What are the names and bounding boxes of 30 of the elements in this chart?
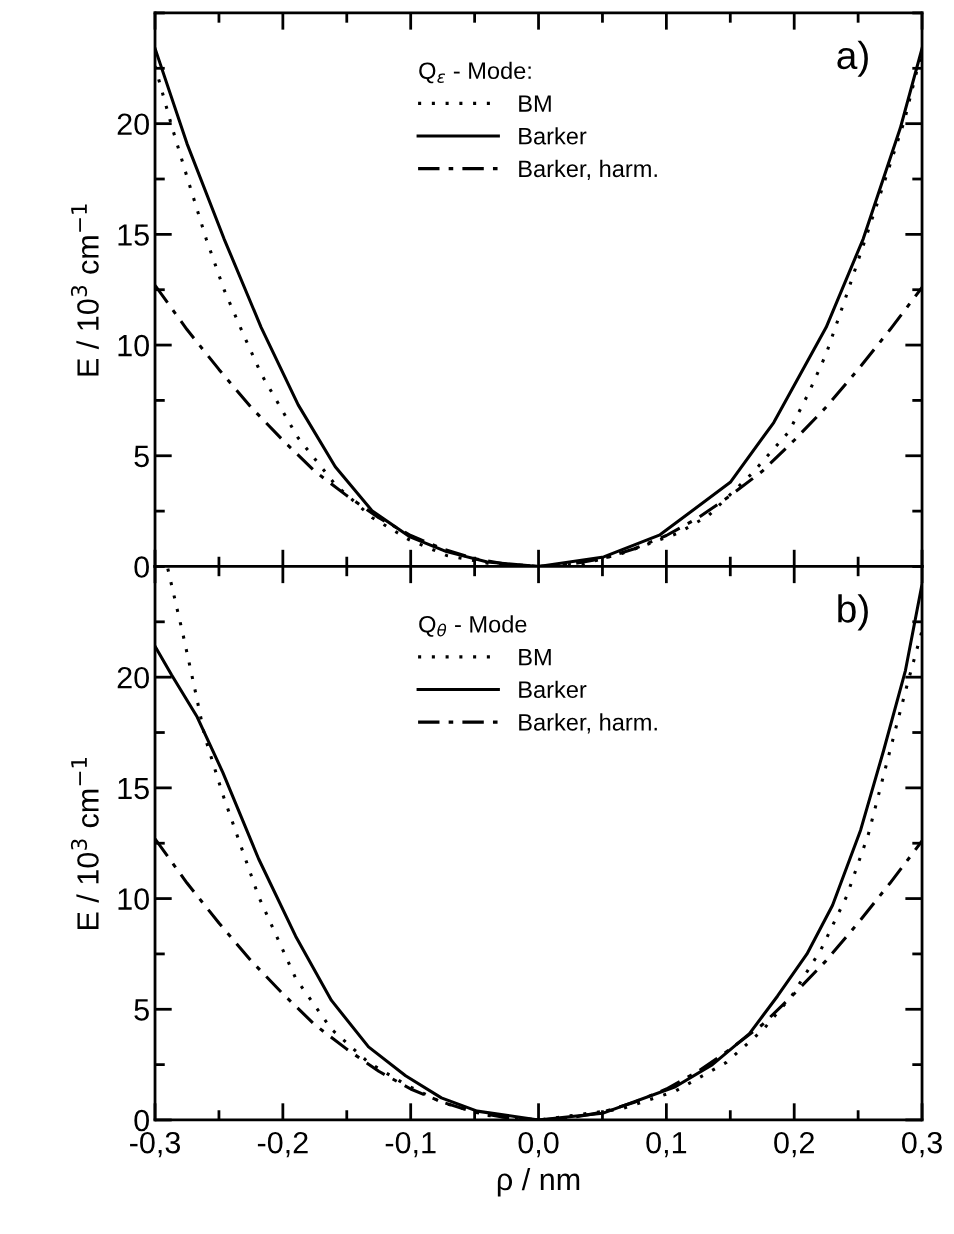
annotation: b) [838,594,868,631]
y-tick-label: 20 [117,113,149,136]
legend-label: BM [519,648,551,666]
x-tick-label: 0,0 [518,1131,559,1158]
x-axis-title: ρ / nm [497,1167,580,1197]
y-tick-label: 15 [118,224,149,246]
x-tick-label: -0,3 [130,1131,181,1158]
y-tick-label: 15 [118,777,149,800]
legend-label: Barker [519,680,587,699]
legend-title: Q$_{θ}$ - Mode [419,615,527,637]
y-axis-title: E / 10$^{3}$ cm$^{−1}$ [70,204,99,376]
y-axis-title: E / 10$^{3}$ cm$^{−1}$ [70,757,99,930]
legend-title: Q$_{ε}$ - Mode: [419,61,531,84]
x-tick-label: 0,1 [646,1131,687,1158]
annotation: a) [837,40,868,77]
y-tick-label: 10 [118,888,149,910]
x-tick-label: -0,2 [257,1131,308,1158]
y-tick-label: 10 [118,334,149,357]
y-tick-label: 0 [134,1109,149,1132]
legend-label: Barker, harm. [519,713,657,734]
y-tick-label: 5 [134,999,149,1021]
x-tick-label: 0,2 [774,1131,814,1158]
y-tick-label: 0 [134,556,149,578]
y-tick-label: 20 [117,666,149,689]
legend-label: Barker, harm. [519,159,657,180]
x-tick-label: 0,3 [902,1131,942,1158]
legend-label: Barker [519,127,587,145]
legend-label: BM [519,95,551,112]
y-tick-label: 5 [134,445,149,468]
x-tick-label: -0,1 [385,1131,436,1158]
